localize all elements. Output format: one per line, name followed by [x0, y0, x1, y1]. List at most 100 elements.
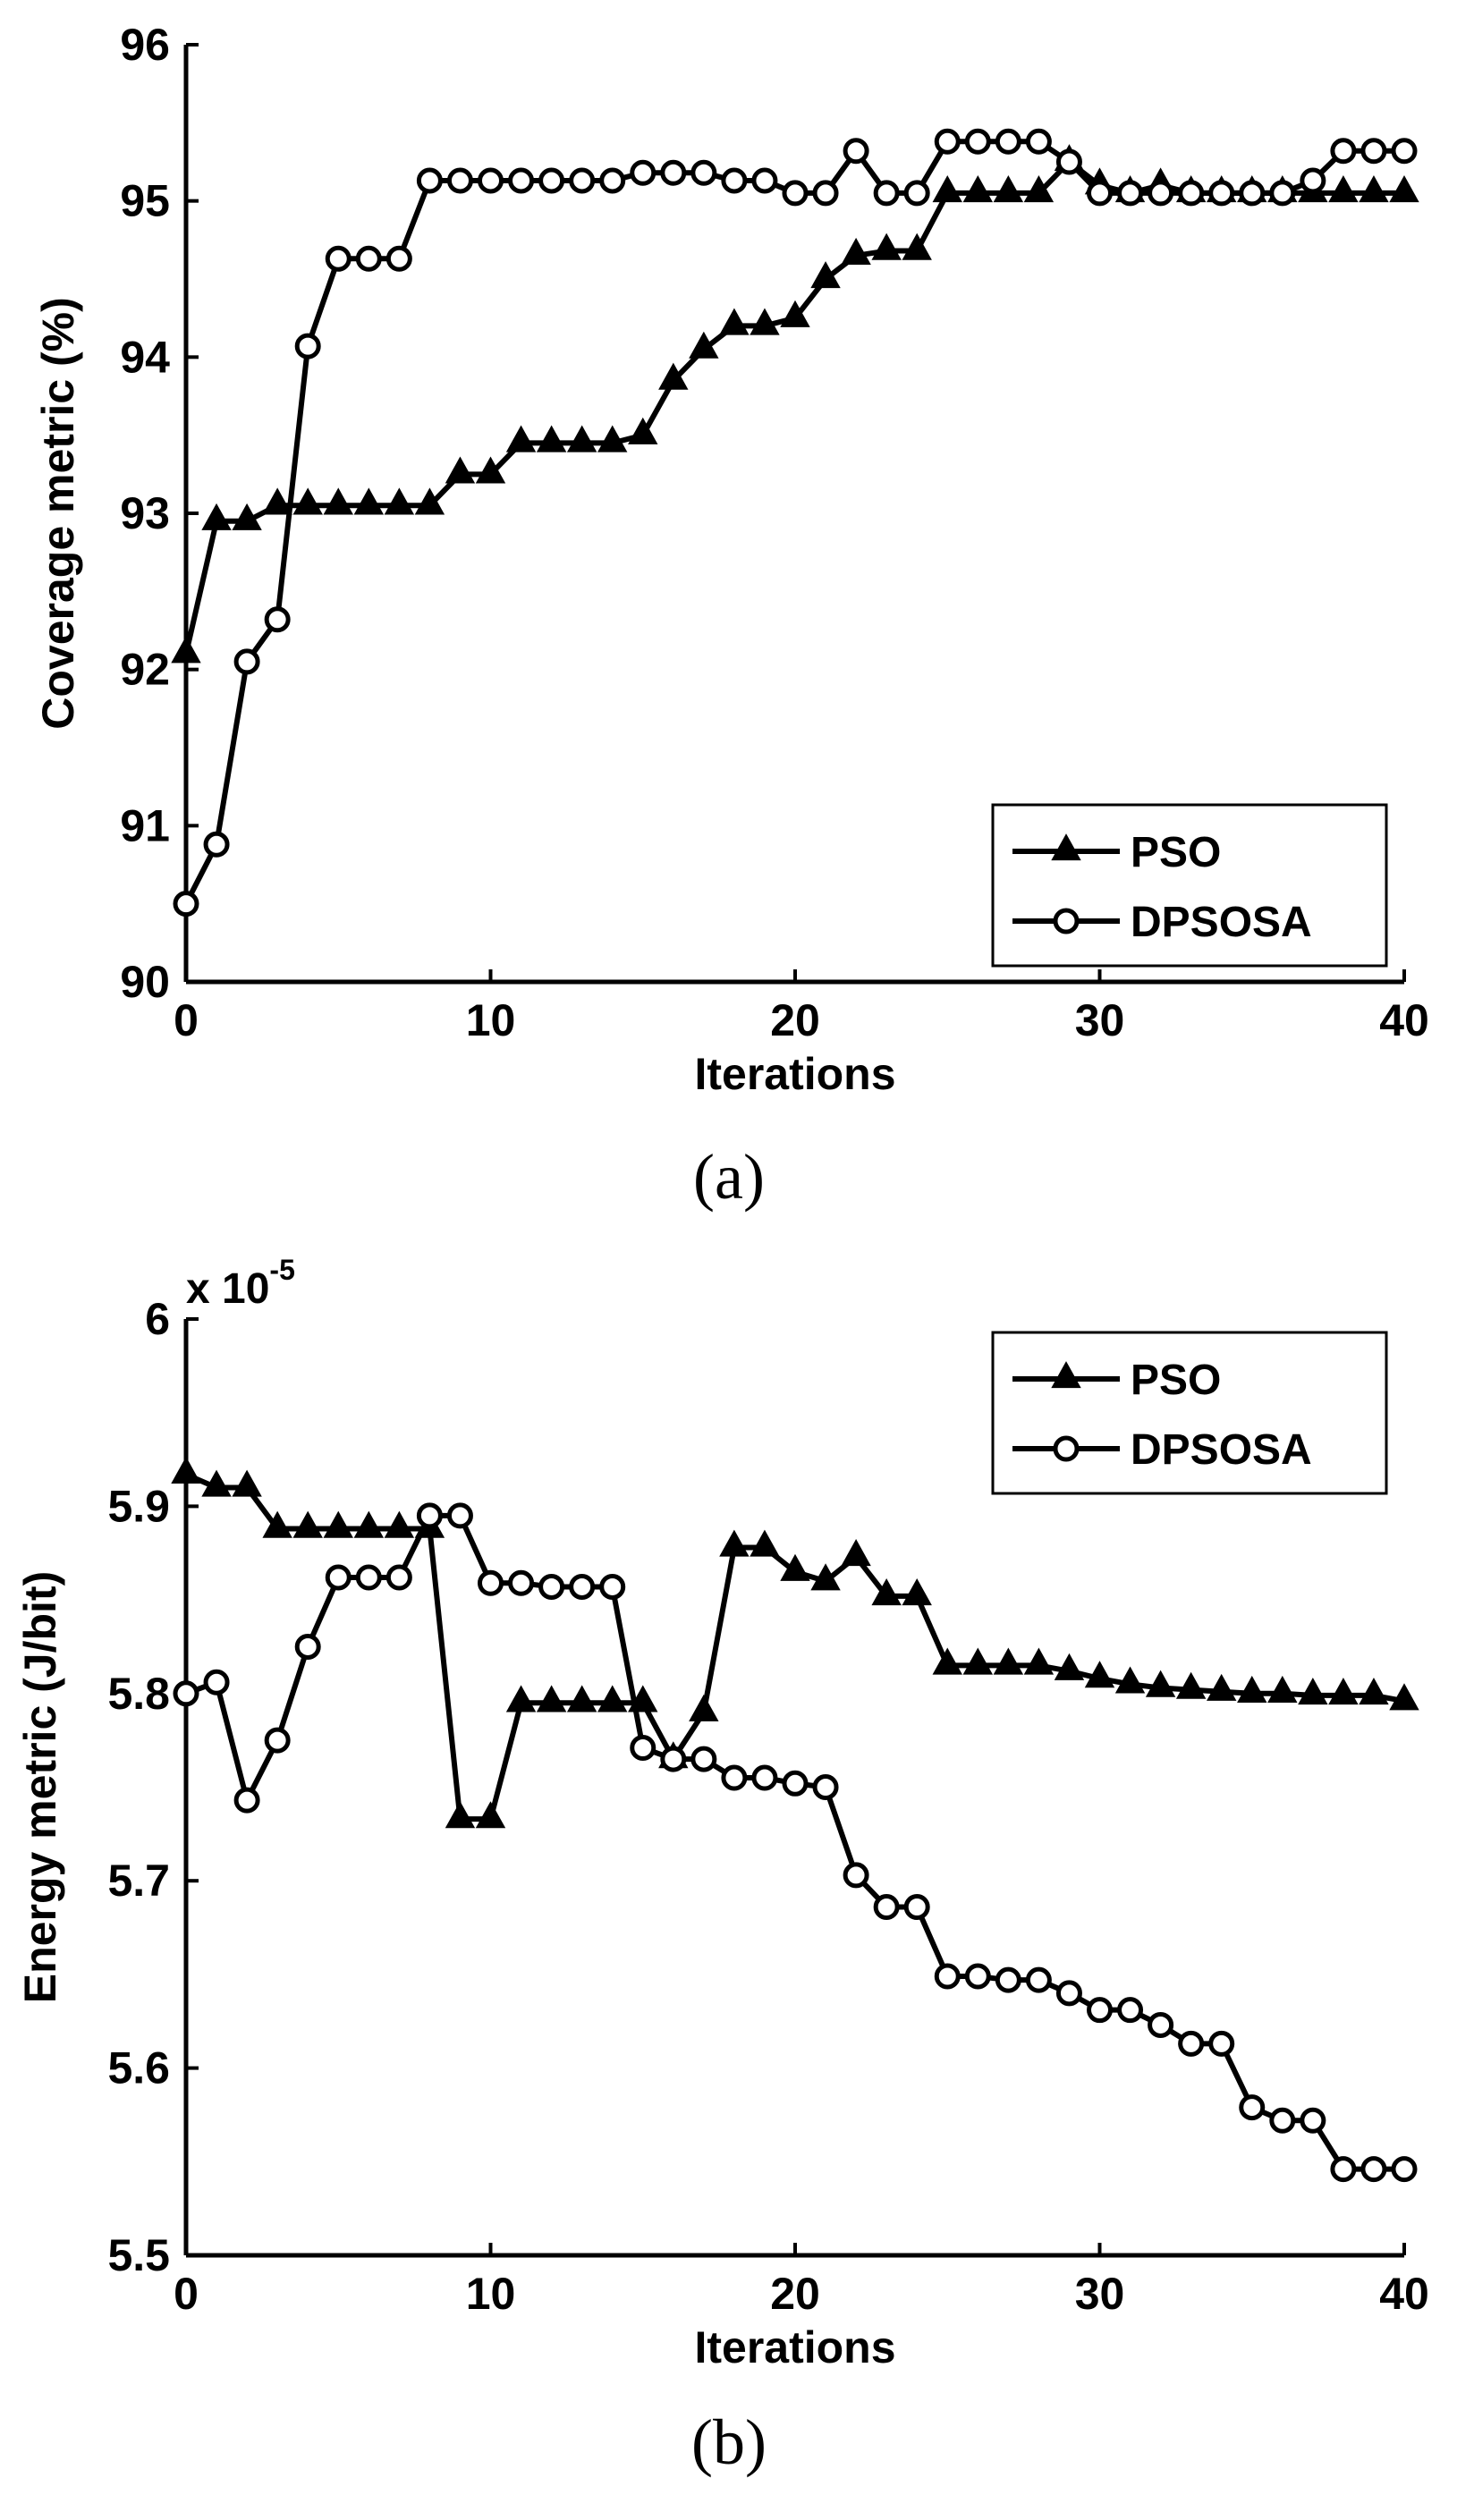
x-tick-label: 0 — [174, 995, 199, 1045]
x-tick-label: 30 — [1075, 2269, 1125, 2319]
data-point — [262, 487, 292, 515]
panel-caption: (a) — [693, 1141, 765, 1213]
data-point — [873, 180, 900, 207]
data-point — [934, 128, 961, 155]
data-point — [599, 1573, 626, 1600]
data-point — [871, 233, 902, 260]
data-point — [233, 1787, 260, 1814]
y-tick-label: 96 — [120, 20, 170, 70]
data-point — [262, 1510, 292, 1538]
data-point — [1055, 148, 1082, 175]
data-point — [1269, 180, 1296, 207]
data-point — [478, 1569, 504, 1596]
data-point — [355, 245, 382, 272]
y-tick-label: 92 — [120, 645, 170, 695]
x-tick-label: 10 — [466, 995, 516, 1045]
data-point — [934, 1963, 961, 1990]
series-line-dpsosa — [184, 1512, 1404, 2172]
x-tick-label: 40 — [1379, 995, 1429, 1045]
y-axis-label: Energy metric (J/bit) — [15, 1571, 65, 2003]
data-point — [932, 175, 962, 203]
legend-label-pso: PSO — [1131, 829, 1221, 876]
data-point — [995, 128, 1021, 155]
data-point — [993, 1647, 1024, 1675]
data-point — [173, 891, 199, 918]
data-point — [689, 1694, 719, 1721]
data-point — [355, 1564, 382, 1591]
data-point — [203, 1669, 230, 1696]
data-point — [325, 245, 352, 272]
data-point — [569, 1573, 596, 1600]
data-point — [750, 1529, 780, 1557]
data-point — [1239, 2094, 1266, 2121]
data-point — [810, 261, 841, 289]
y-tick-label: 5.5 — [107, 2230, 170, 2280]
legend-box — [991, 803, 1388, 968]
data-point — [1178, 2030, 1205, 2057]
data-point — [536, 1685, 567, 1712]
data-point — [385, 245, 412, 272]
data-point — [323, 487, 353, 515]
y-multiplier-exponent: -5 — [269, 1254, 294, 1286]
x-tick-label: 20 — [770, 995, 820, 1045]
data-point — [569, 167, 596, 194]
data-point — [232, 503, 262, 530]
data-point — [536, 425, 567, 452]
data-point — [475, 1801, 506, 1829]
data-point — [264, 606, 291, 633]
data-point — [384, 487, 415, 515]
data-point — [1114, 1666, 1146, 1694]
data-point — [1298, 1678, 1328, 1705]
data-point — [1330, 2156, 1357, 2183]
data-point — [201, 1469, 232, 1497]
data-point — [264, 1727, 291, 1754]
data-point — [538, 167, 565, 194]
data-point — [294, 1633, 321, 1660]
data-point — [1360, 2156, 1387, 2183]
data-point — [995, 1966, 1021, 1993]
data-point — [903, 1894, 930, 1921]
data-point — [416, 1502, 443, 1529]
chart-panel-b: 0 10 20 30 40 5.5 5.6 5.7 5.8 5.9 6 Iterations Energ… — [15, 1254, 1429, 2478]
data-point — [1208, 180, 1235, 207]
data-point — [323, 1510, 353, 1538]
data-point — [660, 159, 687, 186]
data-point — [1300, 2107, 1326, 2134]
data-point — [1328, 175, 1359, 203]
data-point — [750, 308, 780, 335]
data-point — [292, 487, 323, 515]
data-point — [902, 233, 932, 260]
y-tick-label: 5.9 — [107, 1481, 170, 1531]
legend: PSO DPSOSA — [991, 803, 1388, 968]
y-tick-label: 91 — [120, 800, 170, 850]
data-point — [780, 1553, 810, 1581]
data-point — [292, 1510, 323, 1538]
data-point — [353, 1510, 384, 1538]
data-point — [1178, 180, 1205, 207]
data-point — [1239, 180, 1266, 207]
data-point — [538, 1573, 565, 1600]
legend-marker-dpsosa — [1053, 1435, 1080, 1462]
data-point — [171, 1456, 201, 1484]
data-point — [446, 1502, 473, 1529]
data-point — [353, 487, 384, 515]
data-point — [201, 503, 232, 530]
data-point — [721, 1764, 748, 1791]
data-point — [1359, 1678, 1389, 1705]
data-point — [721, 167, 748, 194]
data-point — [203, 831, 230, 858]
series-dpsosa — [173, 1502, 1418, 2183]
series-dpsosa — [173, 128, 1418, 918]
data-point — [962, 1647, 993, 1675]
series-pso — [171, 144, 1419, 664]
data-point — [1025, 128, 1052, 155]
data-point — [446, 167, 473, 194]
data-point — [658, 362, 689, 390]
data-point — [1328, 1678, 1359, 1705]
data-point — [1237, 1675, 1267, 1703]
data-point — [1145, 1670, 1176, 1697]
data-point — [1148, 2011, 1174, 2038]
data-point — [1300, 167, 1326, 194]
data-point — [993, 175, 1024, 203]
data-point — [751, 1764, 778, 1791]
